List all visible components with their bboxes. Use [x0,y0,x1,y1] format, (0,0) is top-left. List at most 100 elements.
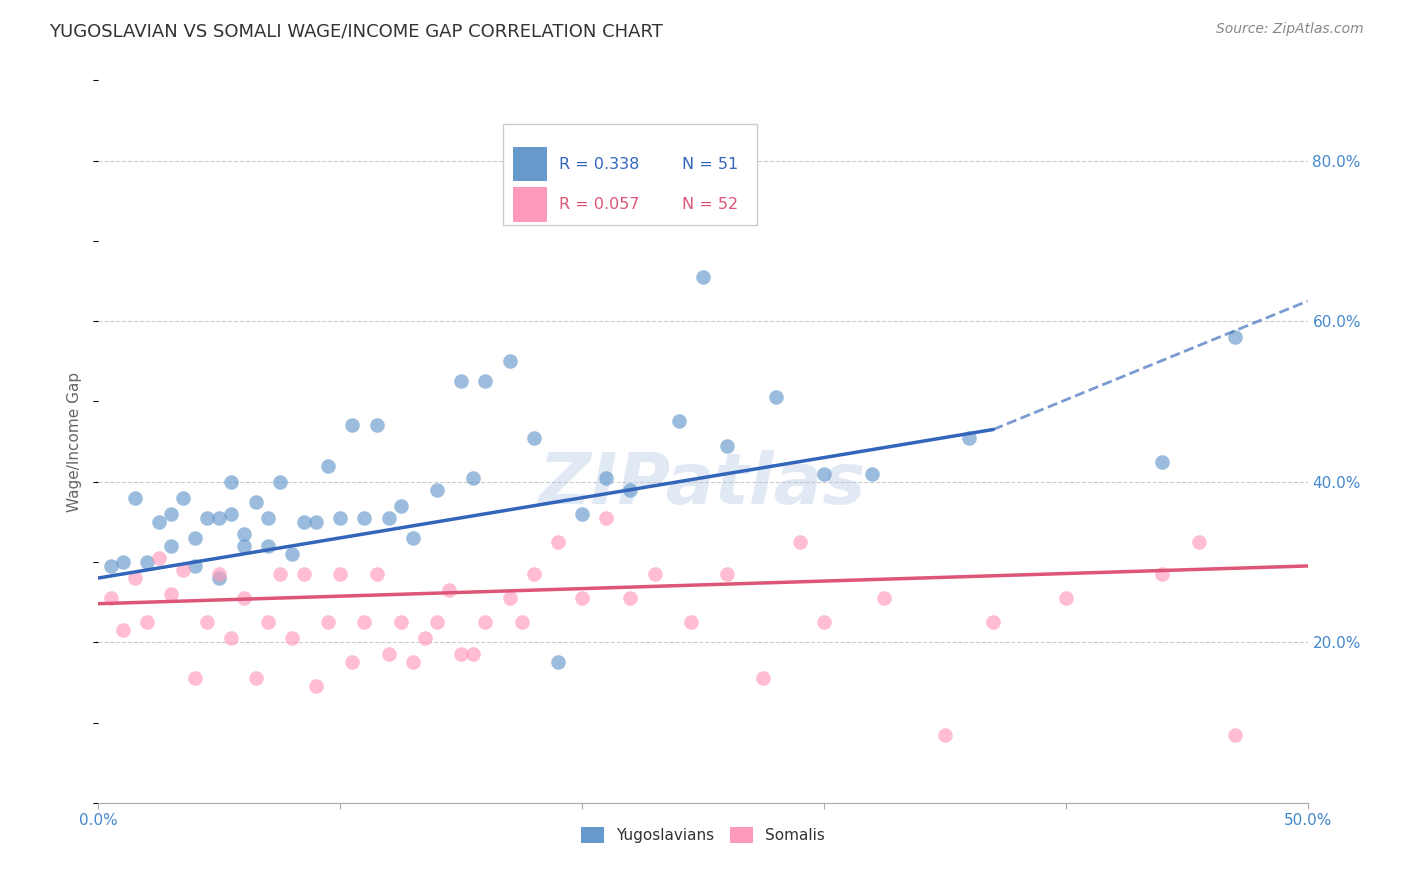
Point [305,515,328,529]
Point [463,648,485,662]
Point [256,615,278,630]
Text: YUGOSLAVIAN VS SOMALI WAGE/INCOME GAP CORRELATION CHART: YUGOSLAVIAN VS SOMALI WAGE/INCOME GAP CO… [49,22,664,40]
Point [221,507,243,521]
FancyBboxPatch shape [503,124,758,225]
Point [957,430,980,444]
Point [221,475,243,489]
Point [316,458,339,473]
Point [426,615,449,630]
Point [366,567,388,582]
Point [873,591,896,605]
Point [377,648,399,662]
Point [232,591,254,605]
Point [765,390,787,404]
Point [292,515,315,529]
Point [523,430,546,444]
Point [135,615,157,630]
Point [716,438,738,452]
Point [389,499,412,513]
Point [510,615,533,630]
Point [148,515,170,529]
Point [245,494,267,508]
Point [463,470,485,484]
Point [474,615,496,630]
Point [571,591,593,605]
Point [934,728,956,742]
Text: Source: ZipAtlas.com: Source: ZipAtlas.com [1216,22,1364,37]
Point [450,648,472,662]
Point [353,615,375,630]
Point [184,671,207,685]
Point [813,615,835,630]
Point [679,615,702,630]
Point [1223,330,1246,344]
Point [184,531,207,545]
Point [366,418,388,433]
Point [305,680,328,694]
Point [619,483,641,497]
Point [571,507,593,521]
Point [547,534,569,549]
Point [160,539,183,553]
Point [208,571,231,585]
Point [860,467,883,481]
Point [100,591,122,605]
Point [426,483,449,497]
Point [100,558,122,574]
Point [342,418,364,433]
Point [752,671,775,685]
Point [716,567,738,582]
Point [184,558,207,574]
Point [644,567,666,582]
Point [450,374,472,388]
Point [595,510,617,524]
Point [1054,591,1077,605]
Text: R = 0.057: R = 0.057 [560,197,640,212]
Text: ZIPatlas: ZIPatlas [540,450,866,519]
Text: N = 51: N = 51 [682,157,738,171]
Point [256,539,278,553]
Point [172,563,194,577]
Point [547,655,569,669]
Point [1188,534,1211,549]
FancyBboxPatch shape [513,187,547,222]
Point [232,539,254,553]
Point [232,526,254,541]
Point [208,567,231,582]
Point [281,547,304,561]
Point [668,414,690,428]
Point [124,491,146,505]
Point [256,510,278,524]
Point [498,354,520,368]
Point [353,510,375,524]
Point [523,567,546,582]
Point [135,555,157,569]
Point [160,587,183,601]
Text: R = 0.338: R = 0.338 [560,157,640,171]
Point [269,475,291,489]
Legend: Yugoslavians, Somalis: Yugoslavians, Somalis [575,822,831,849]
Point [160,507,183,521]
Point [111,623,134,637]
Point [172,491,194,505]
Point [342,655,364,669]
Point [329,510,352,524]
Point [195,510,218,524]
FancyBboxPatch shape [513,147,547,181]
Point [329,567,352,582]
Point [195,615,218,630]
Point [474,374,496,388]
Point [413,632,436,646]
Point [281,632,304,646]
Point [619,591,641,605]
Point [692,269,714,284]
Point [595,470,617,484]
Point [402,655,425,669]
Point [269,567,291,582]
Point [813,467,835,481]
Y-axis label: Wage/Income Gap: Wage/Income Gap [67,371,83,512]
Point [148,550,170,566]
Point [389,615,412,630]
Point [402,531,425,545]
Point [437,583,460,598]
